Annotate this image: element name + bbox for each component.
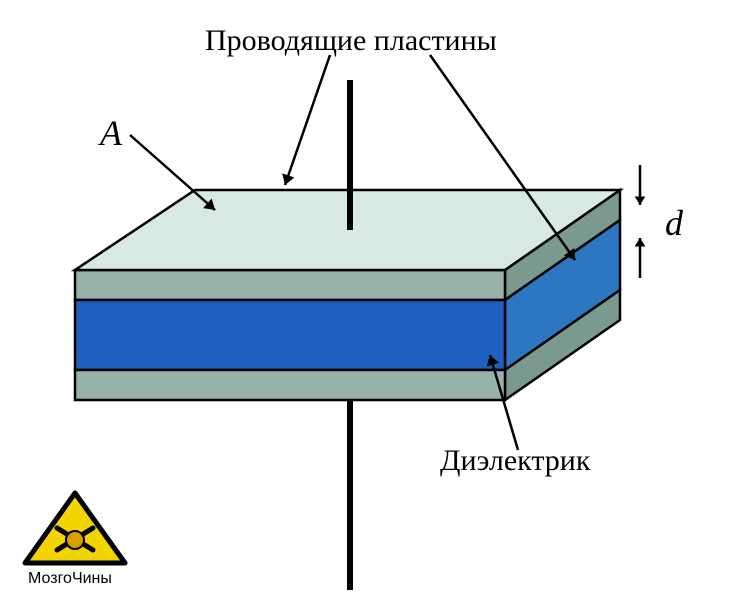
front-layer-2 — [75, 370, 505, 400]
label-d: d — [665, 203, 684, 243]
front-layer-0 — [75, 270, 505, 300]
front-layer-1 — [75, 300, 505, 370]
label-dielectric: Диэлектрик — [440, 444, 591, 477]
logo-brain — [66, 531, 84, 549]
label-plates: Проводящие пластины — [205, 24, 497, 57]
label-A: A — [98, 113, 123, 153]
logo-text: МозгоЧины — [28, 570, 112, 587]
